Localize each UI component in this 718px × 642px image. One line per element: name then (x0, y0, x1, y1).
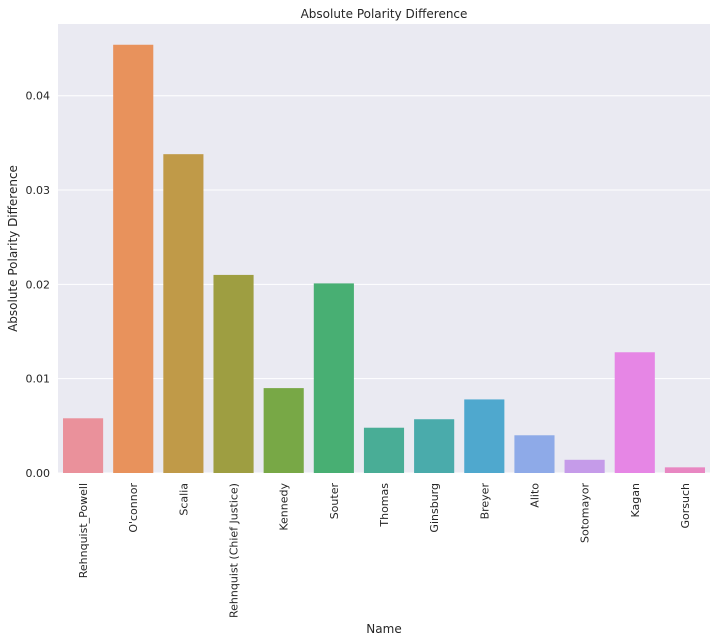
bar-ginsburg (414, 419, 455, 473)
bar-breyer (464, 399, 505, 473)
x-tick-label: Sotomayor (579, 483, 592, 543)
x-tick-label: Alito (528, 483, 541, 508)
x-tick-label: Gorsuch (679, 483, 692, 529)
bar-kagan (614, 352, 655, 473)
y-tick-label: 0.01 (26, 373, 51, 386)
x-tick-label: Ginsburg (428, 483, 441, 533)
y-tick-label: 0.04 (26, 90, 51, 103)
x-tick-label: Breyer (478, 483, 491, 520)
x-tick-label: Kennedy (278, 483, 291, 531)
bar-thomas (363, 427, 405, 473)
bar-alito (514, 435, 555, 473)
bar-rehnquist-chief-justice (213, 274, 254, 473)
x-tick-labels: Rehnquist_Powell O'connor Scalia Rehnquist … (77, 483, 692, 618)
bar-gorsuch (664, 467, 705, 473)
bar-scalia (163, 154, 204, 473)
x-tick-label: Scalia (177, 483, 190, 516)
bar-kennedy (263, 388, 304, 473)
x-tick-label: O'connor (127, 483, 140, 533)
x-tick-label: Kagan (629, 483, 642, 517)
x-tick-label: Thomas (378, 483, 391, 528)
y-tick-label: 0.00 (26, 467, 51, 480)
bar-sotomayor (564, 459, 605, 473)
x-tick-label: Souter (328, 483, 341, 520)
bar-o-connor (113, 44, 154, 473)
y-tick-labels: 0.00 0.01 0.02 0.03 0.04 (26, 90, 51, 480)
x-axis-title: Name (366, 622, 401, 636)
chart-title: Absolute Polarity Difference (301, 7, 468, 21)
x-tick-label: Rehnquist (Chief Justice) (228, 483, 241, 618)
plot-background (58, 24, 710, 473)
bar-rehnquist-powell (63, 418, 104, 473)
y-tick-label: 0.02 (26, 278, 51, 291)
y-tick-label: 0.03 (26, 184, 51, 197)
bars (63, 44, 705, 473)
bar-souter (313, 283, 354, 473)
x-tick-label: Rehnquist_Powell (77, 483, 90, 578)
y-axis-title: Absolute Polarity Difference (6, 165, 20, 332)
